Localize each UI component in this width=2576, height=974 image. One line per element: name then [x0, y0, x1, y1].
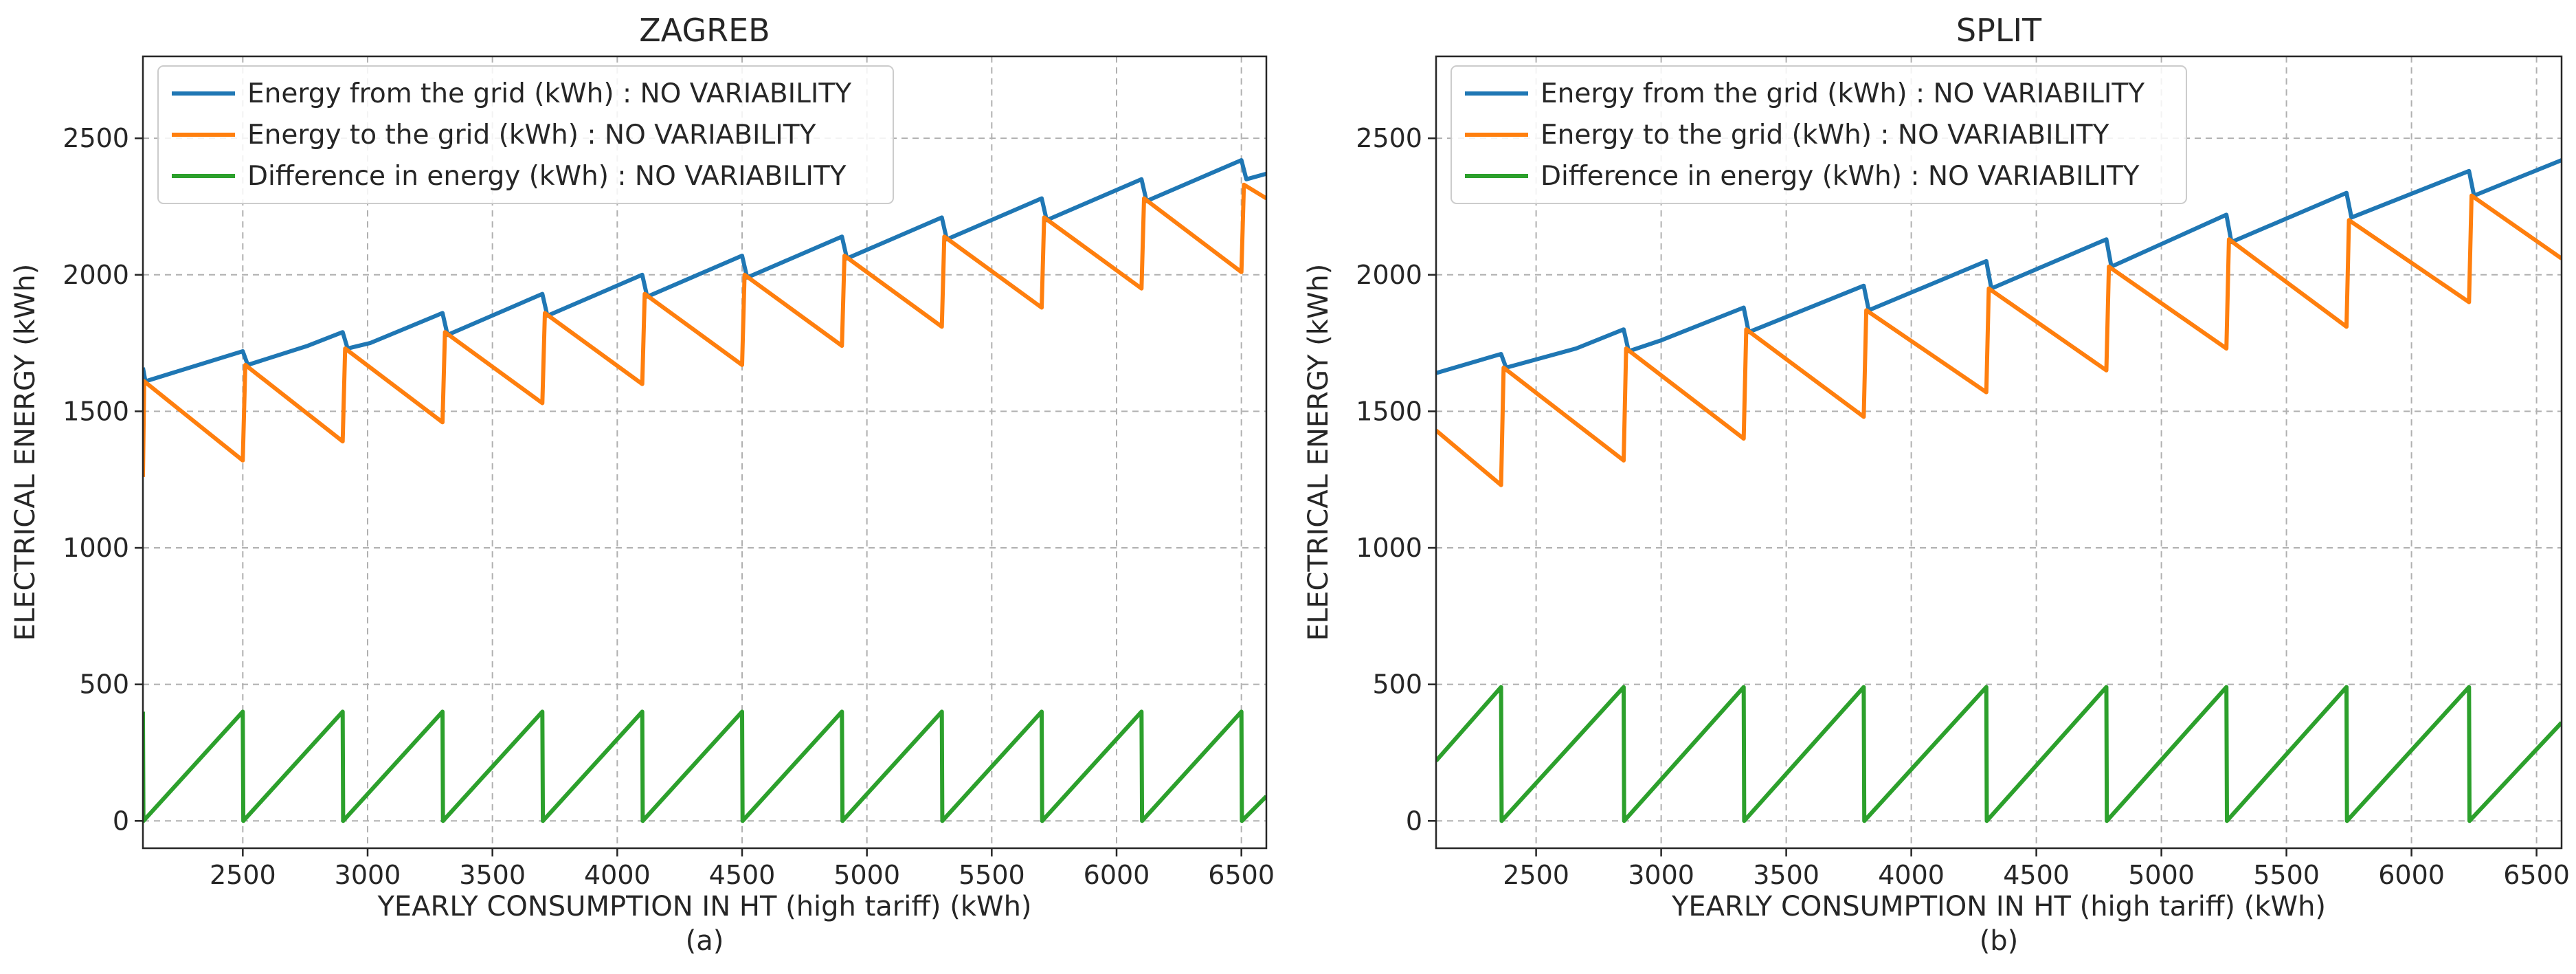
x-tick-label: 4000	[584, 860, 651, 890]
y-tick-label: 2500	[1356, 123, 1422, 153]
legend-entry: Difference in energy (kWh) : NO VARIABIL…	[1541, 161, 2140, 192]
chart-panel-split: 2500 3000 3500 4000 4500 5000 5500 6000 6500 0 500…	[1303, 12, 2570, 957]
y-axis-label: ELECTRICAL ENERGY (kWh)	[1303, 264, 1334, 641]
series-line-2	[1436, 193, 2562, 487]
x-tick-label: 6000	[2378, 860, 2445, 890]
legend-entry: Energy to the grid (kWh) : NO VARIABILIT…	[1541, 120, 2109, 151]
legend: Energy from the grid (kWh) : NO VARIABIL…	[157, 65, 894, 204]
x-tick-label: 3500	[1753, 860, 1819, 890]
series-line-3	[143, 709, 1266, 823]
x-tick-label: 3500	[459, 860, 526, 890]
x-tick-label: 4500	[709, 860, 776, 890]
y-tick-label: 500	[79, 669, 129, 700]
plot-frame	[142, 55, 1268, 850]
series-line-3	[1436, 685, 2562, 823]
chart-title: ZAGREB	[639, 12, 770, 49]
x-tick-label: 5000	[833, 860, 900, 890]
x-tick-label: 5500	[959, 860, 1025, 890]
legend: Energy from the grid (kWh) : NO VARIABIL…	[1451, 65, 2187, 204]
y-tick-label: 1500	[63, 396, 129, 426]
y-tick-label: 1000	[1356, 533, 1422, 563]
legend-entry: Energy to the grid (kWh) : NO VARIABILIT…	[247, 120, 816, 151]
y-tick-label: 2000	[1356, 260, 1422, 290]
y-axis-label: ELECTRICAL ENERGY (kWh)	[10, 264, 41, 641]
legend-box	[157, 65, 894, 204]
x-axis-label: YEARLY CONSUMPTION IN HT (high tariff) (…	[1671, 891, 2326, 922]
x-tick-label: 4500	[2003, 860, 2070, 890]
y-tick-label: 2500	[63, 123, 129, 153]
y-tick-label: 1500	[1356, 396, 1422, 426]
x-tick-label: 4000	[1878, 860, 1945, 890]
x-tick-label: 6500	[1208, 860, 1275, 890]
legend-entry: Energy from the grid (kWh) : NO VARIABIL…	[247, 78, 851, 109]
legend-entry: Difference in energy (kWh) : NO VARIABIL…	[247, 161, 847, 192]
x-axis-label: YEARLY CONSUMPTION IN HT (high tariff) (…	[377, 891, 1031, 922]
x-tick-label: 6000	[1084, 860, 1150, 890]
y-tick-label: 1000	[63, 533, 129, 563]
chart-title: SPLIT	[1956, 12, 2042, 49]
legend-box	[1451, 65, 2187, 204]
y-tick-label: 0	[1406, 806, 1422, 836]
legend-entry: Energy from the grid (kWh) : NO VARIABIL…	[1541, 78, 2144, 109]
x-tick-label: 3000	[1628, 860, 1694, 890]
x-tick-label: 2500	[210, 860, 276, 890]
y-tick-label: 2000	[63, 260, 129, 290]
y-tick-label: 500	[1372, 669, 1422, 700]
panel-caption: (b)	[1980, 925, 2019, 957]
panel-caption: (a)	[686, 925, 724, 957]
x-tick-label: 5500	[2253, 860, 2320, 890]
x-tick-label: 3000	[335, 860, 401, 890]
series-line-1	[1436, 158, 2562, 375]
x-tick-label: 5000	[2128, 860, 2195, 890]
y-tick-label: 0	[113, 806, 129, 836]
x-tick-label: 2500	[1503, 860, 1569, 890]
chart-panel-zagreb: 2500 3000 3500 4000 4500 5000 5500 6000 6500 0 500…	[10, 12, 1275, 957]
plot-frame	[1435, 55, 2563, 850]
x-tick-label: 6500	[2503, 860, 2570, 890]
series-line-2	[143, 182, 1266, 477]
